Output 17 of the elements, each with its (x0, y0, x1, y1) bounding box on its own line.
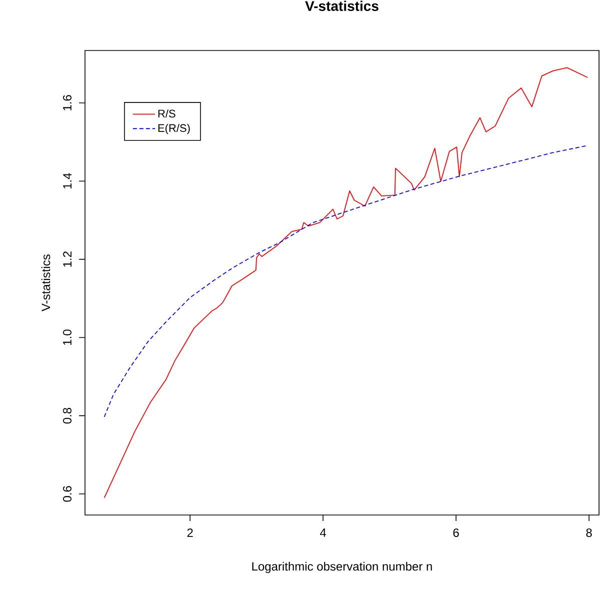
y-tick-label: 0.6 (62, 486, 72, 502)
legend-label: E(R/S) (158, 124, 190, 134)
y-tick-label: 1.0 (62, 330, 72, 345)
x-tick-label: 6 (453, 528, 459, 538)
y-tick-label: 1.6 (62, 95, 72, 110)
x-tick-label: 4 (320, 528, 326, 537)
x-tick-label: 8 (586, 528, 592, 538)
chart-title: V-statistics (305, 0, 378, 12)
line-series (104, 145, 586, 418)
x-tick-label: 2 (187, 528, 193, 537)
y-tick-label: 1.4 (63, 173, 72, 189)
x-axis-title: Logarithmic observation number n (252, 562, 432, 574)
y-axis-title: V-statistics (41, 254, 50, 312)
legend-label: R/S (158, 109, 176, 118)
line-series (104, 67, 588, 498)
y-tick-label: 0.8 (62, 408, 72, 424)
y-tick-label: 1.2 (63, 252, 72, 267)
